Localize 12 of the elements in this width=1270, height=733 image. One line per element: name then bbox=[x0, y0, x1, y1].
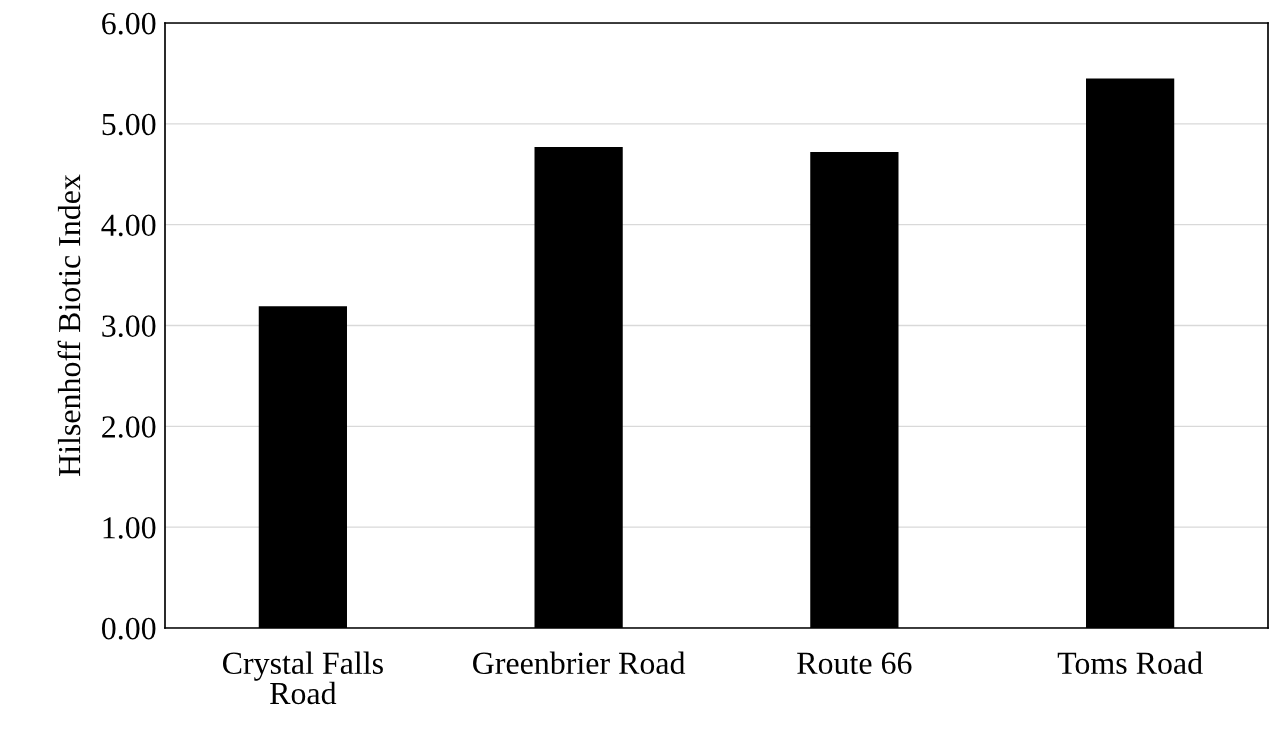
y-tick-label: 5.00 bbox=[102, 113, 156, 136]
y-tick-label: 3.00 bbox=[102, 315, 156, 338]
x-tick-label: Route 66 bbox=[797, 652, 912, 675]
y-tick-label: 2.00 bbox=[102, 416, 156, 438]
x-tick-label: Greenbrier Road bbox=[473, 651, 686, 675]
y-tick-label: 1.00 bbox=[103, 517, 156, 539]
y-axis-title: Hilsenhoff Biotic Index bbox=[57, 174, 81, 477]
x-tick-label: Crystal Falls Road bbox=[222, 651, 383, 705]
y-tick-label: 6.00 bbox=[102, 12, 156, 35]
y-tick-label: 4.00 bbox=[101, 214, 156, 237]
y-tick-label: 0.00 bbox=[101, 617, 156, 640]
x-tick-label: Toms Road bbox=[1057, 651, 1203, 675]
